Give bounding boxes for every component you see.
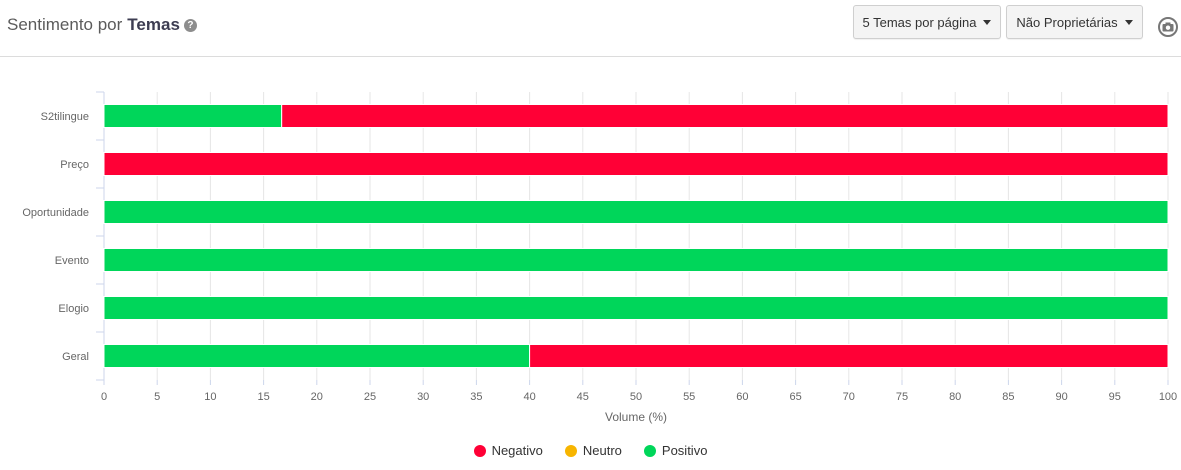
page-title: Sentimento por Temas ? — [7, 15, 197, 35]
per-page-dropdown-label: 5 Temas por página — [862, 14, 977, 30]
legend-dot-icon — [643, 444, 656, 457]
x-tick-label: 30 — [417, 391, 429, 403]
title-prefix: Sentimento por — [7, 15, 123, 34]
x-tick-label: 5 — [154, 391, 160, 403]
camera-icon[interactable] — [1158, 17, 1178, 37]
bar-segment-positivo — [103, 248, 1169, 272]
x-tick-label: 80 — [949, 391, 961, 403]
legend-item-negativo[interactable]: Negativo — [473, 443, 543, 458]
per-page-dropdown[interactable]: 5 Temas por página — [853, 5, 1001, 39]
legend-label: Negativo — [491, 443, 543, 458]
legend-label: Neutro — [582, 443, 622, 458]
legend-item-positivo[interactable]: Positivo — [643, 443, 708, 458]
x-tick-label: 35 — [470, 391, 482, 403]
y-category-label: Geral — [62, 351, 89, 363]
chart-header: Sentimento por Temas ? 5 Temas por págin… — [0, 0, 1181, 57]
legend-dot-icon — [473, 444, 486, 457]
x-tick-label: 15 — [257, 391, 269, 403]
x-tick-label: 70 — [843, 391, 855, 403]
x-tick-label: 25 — [364, 391, 376, 403]
x-tick-label: 20 — [311, 391, 323, 403]
bar-segment-negativo — [529, 344, 1169, 368]
chart-legend: Negativo Neutro Positivo — [0, 443, 1181, 458]
help-icon[interactable]: ? — [183, 18, 197, 32]
camera-glyph — [1162, 22, 1174, 32]
x-tick-label: 50 — [630, 391, 642, 403]
y-category-label: Oportunidade — [22, 207, 89, 219]
x-tick-label: 95 — [1109, 391, 1121, 403]
bar-segment-negativo — [281, 104, 1169, 128]
caret-down-icon — [983, 19, 992, 25]
y-category-label: S2tilingue — [41, 111, 89, 123]
x-axis-title: Volume (%) — [605, 410, 667, 424]
bar-segment-positivo — [103, 344, 531, 368]
x-tick-label: 40 — [523, 391, 535, 403]
title-bold: Temas — [127, 15, 180, 34]
legend-label: Positivo — [661, 443, 708, 458]
y-category-label: Preço — [60, 159, 89, 171]
legend-item-neutro[interactable]: Neutro — [564, 443, 622, 458]
x-tick-label: 0 — [101, 391, 107, 403]
sentiment-bar-chart: 0 5 10 15 20 25 30 35 40 45 50 55 60 65 70 75 80 85 90 95 10… — [22, 91, 1177, 424]
x-tick-label: 55 — [683, 391, 695, 403]
bar-segment-negativo — [103, 152, 1169, 176]
y-category-label: Elogio — [58, 303, 89, 315]
ownership-filter-label: Não Proprietárias — [1016, 14, 1118, 30]
bar-segment-positivo — [103, 296, 1169, 320]
bar-segment-positivo — [103, 200, 1169, 224]
ownership-filter-dropdown[interactable]: Não Proprietárias — [1006, 5, 1143, 39]
x-tick-label: 90 — [1055, 391, 1067, 403]
y-category-label: Evento — [55, 255, 89, 267]
x-tick-label: 65 — [789, 391, 801, 403]
x-tick-label: 45 — [577, 391, 589, 403]
x-tick-label: 85 — [1002, 391, 1014, 403]
x-tick-label: 100 — [1159, 391, 1177, 403]
x-tick-label: 60 — [736, 391, 748, 403]
legend-dot-icon — [564, 444, 577, 457]
caret-down-icon — [1124, 19, 1133, 25]
x-tick-label: 75 — [896, 391, 908, 403]
x-tick-label: 10 — [204, 391, 216, 403]
bar-segment-positivo — [103, 104, 283, 128]
